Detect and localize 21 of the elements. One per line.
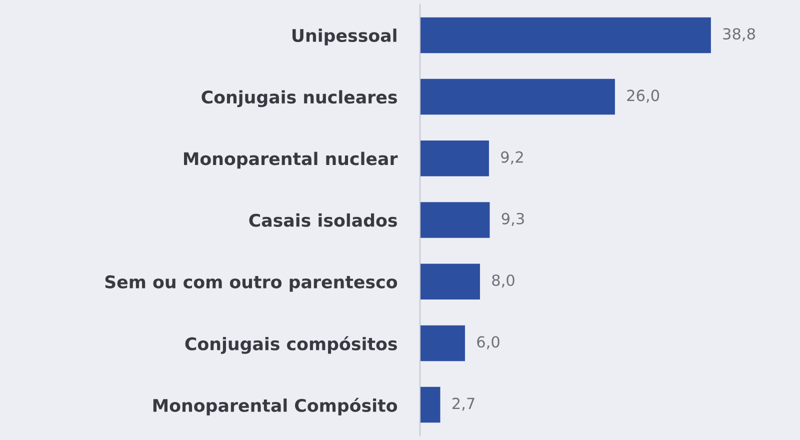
bar [420, 202, 490, 238]
y-tick-label: Monoparental nuclear [184, 152, 398, 169]
y-tick-label: Conjugais nucleares [202, 90, 397, 108]
y-tick-label: Sem ou com outro parentesco [105, 275, 398, 292]
bar [420, 264, 480, 300]
bar [420, 325, 465, 362]
data-label: 2,7 [452, 398, 474, 411]
bar [420, 78, 615, 115]
bar [420, 386, 440, 423]
y-tick-label: Monoparental Compósito [153, 398, 398, 416]
y-tick-label: Conjugais compósitos [185, 336, 397, 354]
data-label: 9,3 [502, 212, 524, 226]
data-label: 38,8 [723, 28, 755, 42]
y-tick-label: Unipessoal [292, 28, 396, 46]
data-label: 9,2 [501, 151, 523, 164]
bar [420, 17, 711, 54]
y-tick-label: Casais isolados [249, 213, 397, 227]
data-label: 6,0 [477, 336, 500, 350]
bar [420, 140, 489, 176]
data-label: 8,0 [492, 274, 514, 288]
data-label: 26,0 [627, 90, 660, 103]
